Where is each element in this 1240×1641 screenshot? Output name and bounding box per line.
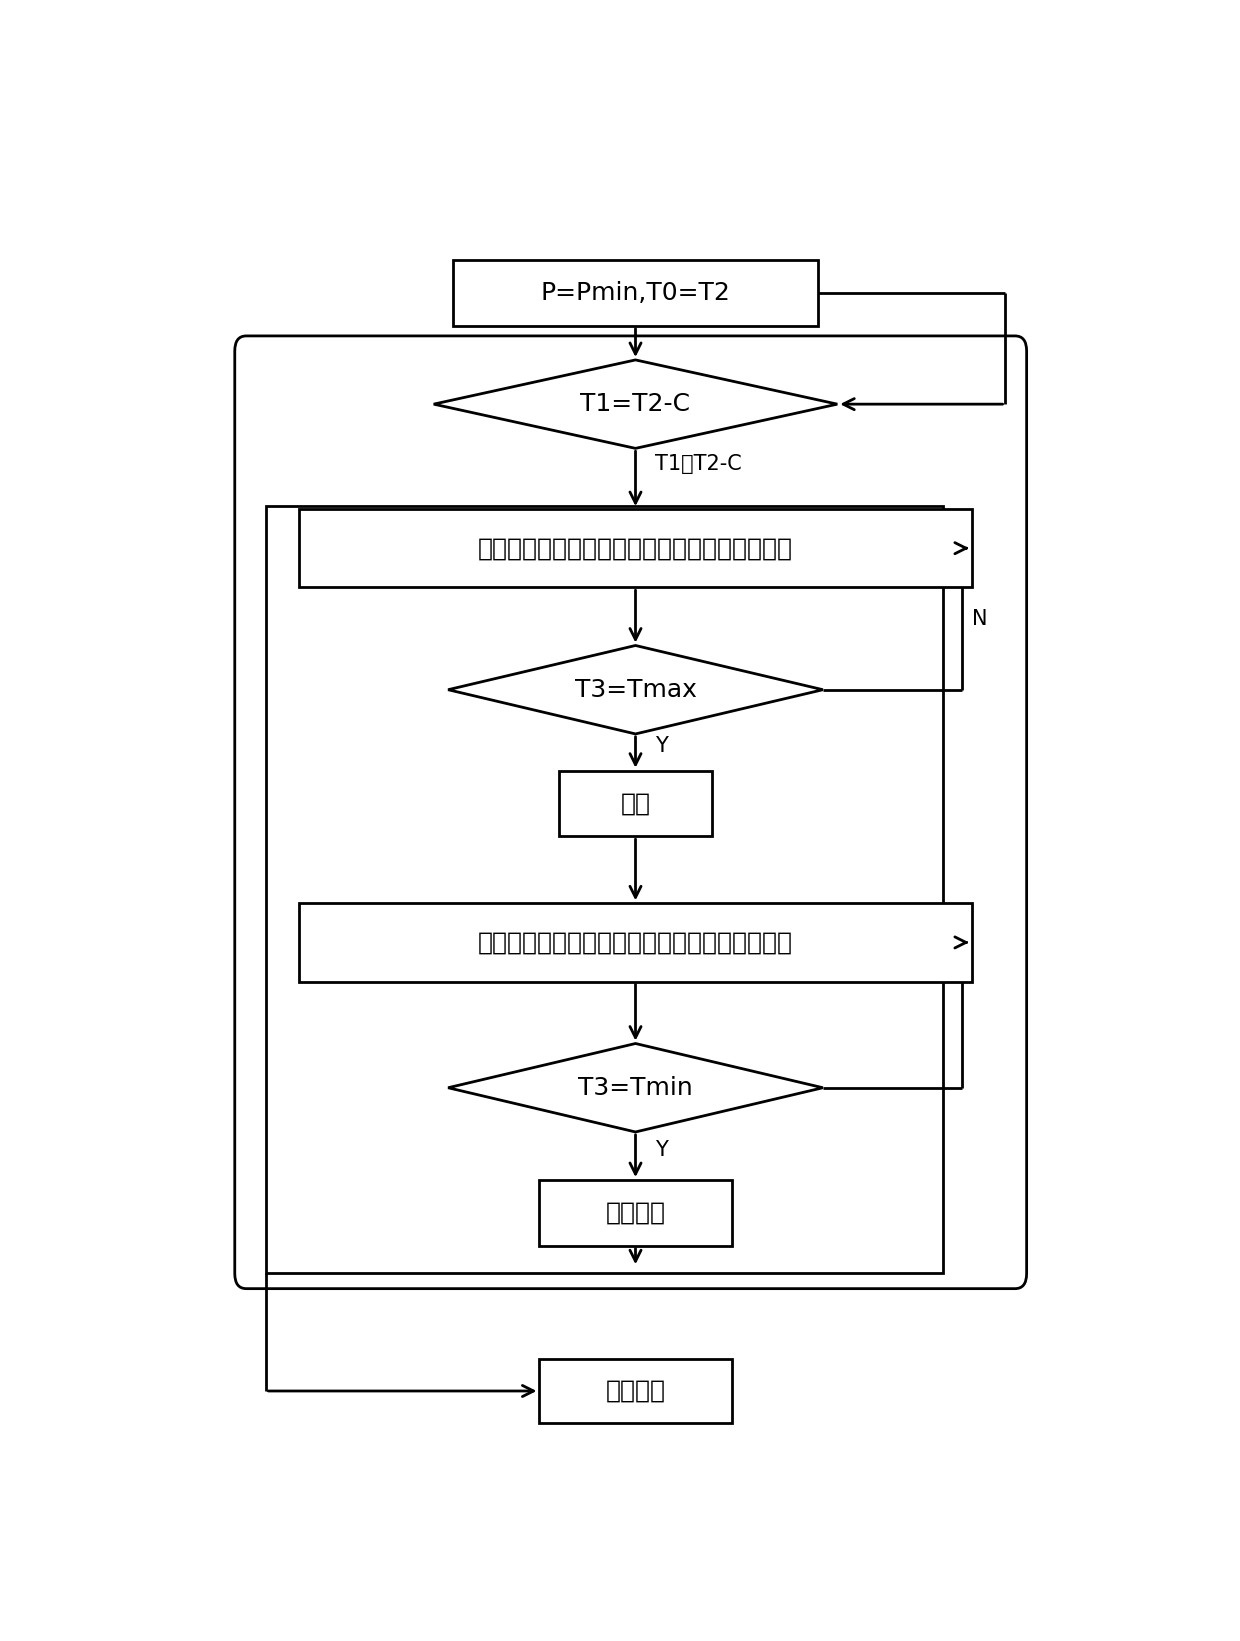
Text: T3=Tmin: T3=Tmin <box>578 1076 693 1099</box>
Bar <box>299 509 972 587</box>
Text: 结束预热: 结束预热 <box>605 1378 666 1403</box>
Text: 控制第一流量调节装置调节进入第一流道的流量: 控制第一流量调节装置调节进入第一流道的流量 <box>477 537 794 560</box>
Text: T3=Tmax: T3=Tmax <box>574 678 697 702</box>
Text: N: N <box>972 609 987 629</box>
Polygon shape <box>434 359 837 448</box>
Text: Y: Y <box>655 735 667 757</box>
Text: 控制第一流量调节装置调节进入第一流道的流量: 控制第一流量调节装置调节进入第一流道的流量 <box>477 930 794 955</box>
Bar <box>539 1180 732 1246</box>
Text: 重新点火: 重新点火 <box>605 1201 666 1224</box>
Text: 熄火: 熄火 <box>620 791 651 816</box>
Bar <box>453 259 818 327</box>
Polygon shape <box>448 1044 823 1132</box>
Bar <box>558 771 712 837</box>
Text: T1＜T2-C: T1＜T2-C <box>655 453 742 474</box>
Polygon shape <box>448 645 823 734</box>
Text: T1=T2-C: T1=T2-C <box>580 392 691 417</box>
Text: Y: Y <box>655 1139 667 1160</box>
Bar <box>539 1359 732 1423</box>
Text: P=Pmin,T0=T2: P=Pmin,T0=T2 <box>541 281 730 305</box>
Bar <box>265 507 942 1273</box>
Bar <box>299 903 972 981</box>
